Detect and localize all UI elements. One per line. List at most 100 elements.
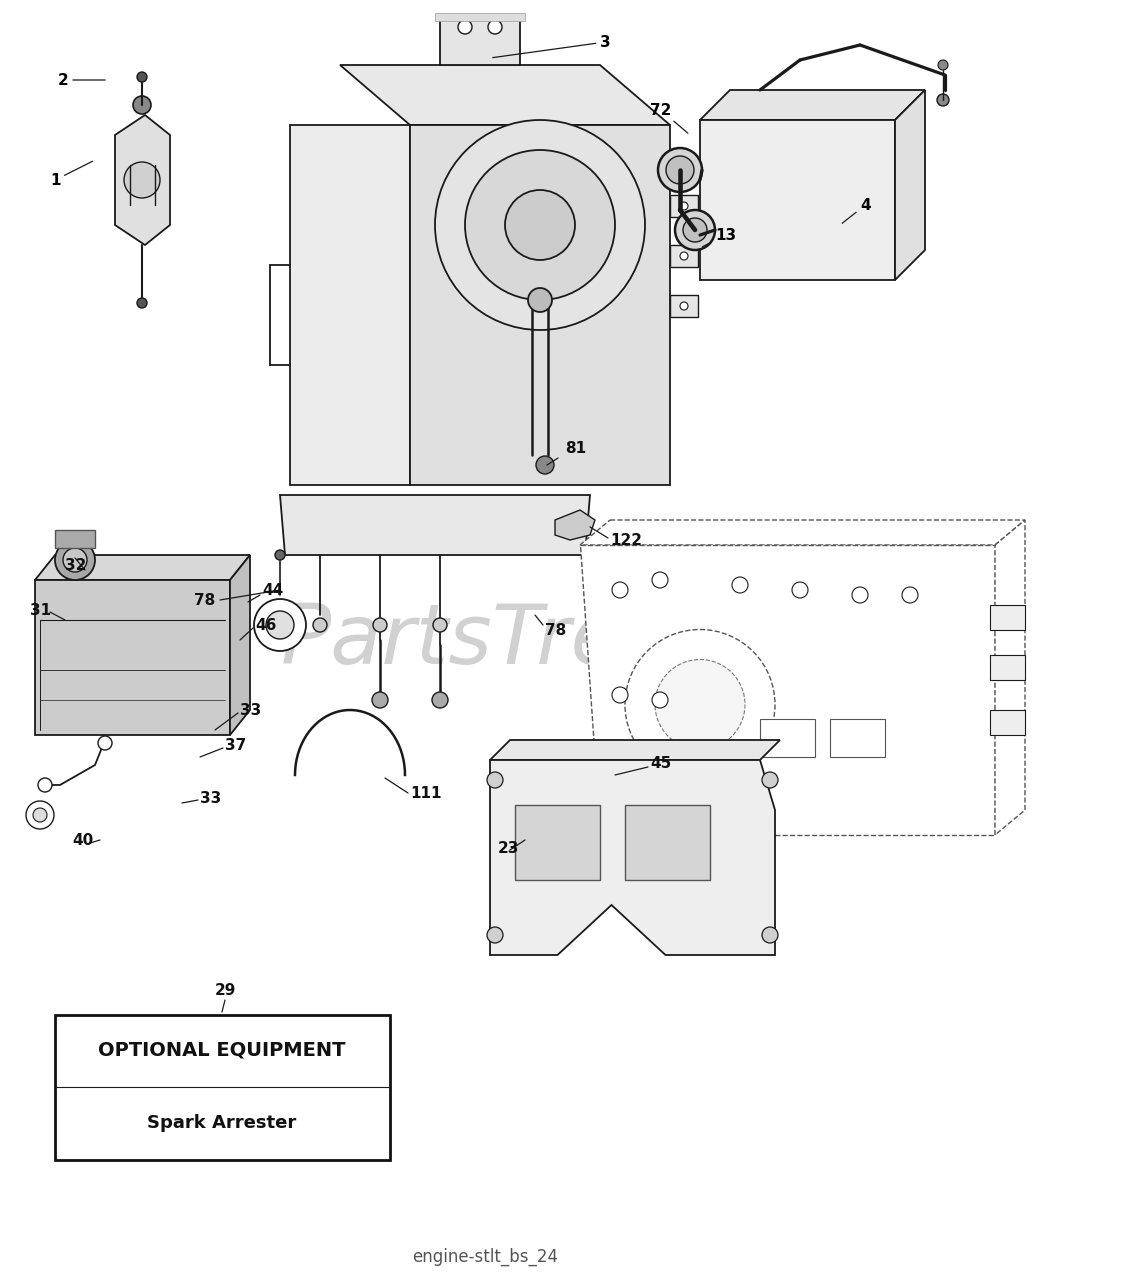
Polygon shape	[35, 556, 250, 580]
Bar	[670, 294, 698, 317]
Circle shape	[136, 72, 147, 82]
Circle shape	[432, 692, 448, 708]
Circle shape	[124, 163, 160, 198]
Text: 23: 23	[497, 841, 519, 855]
Text: 122: 122	[610, 532, 642, 548]
Text: 29: 29	[214, 983, 236, 997]
Circle shape	[763, 772, 778, 788]
Text: 45: 45	[650, 755, 671, 771]
Circle shape	[133, 96, 151, 114]
Text: 1: 1	[50, 161, 92, 187]
Bar	[440, 15, 520, 65]
Polygon shape	[280, 495, 590, 556]
Circle shape	[435, 120, 645, 330]
Circle shape	[465, 150, 615, 300]
Text: PartsTree™: PartsTree™	[281, 599, 757, 681]
Polygon shape	[995, 520, 1025, 835]
Polygon shape	[409, 125, 670, 485]
Polygon shape	[700, 90, 925, 120]
Bar	[515, 805, 600, 881]
Bar	[990, 710, 1025, 735]
Text: 111: 111	[409, 786, 441, 800]
Text: 32: 32	[65, 558, 87, 572]
Circle shape	[488, 20, 502, 35]
Circle shape	[680, 252, 688, 260]
Circle shape	[98, 736, 112, 750]
Circle shape	[373, 618, 387, 632]
Polygon shape	[490, 760, 775, 955]
Circle shape	[763, 927, 778, 943]
Circle shape	[372, 692, 388, 708]
Text: 37: 37	[224, 737, 246, 753]
Text: Spark Arrester: Spark Arrester	[148, 1114, 297, 1132]
Circle shape	[458, 20, 472, 35]
Circle shape	[625, 630, 775, 780]
Text: 4: 4	[843, 197, 871, 223]
Polygon shape	[115, 115, 170, 244]
Text: 33: 33	[200, 791, 221, 805]
Circle shape	[652, 572, 668, 588]
Circle shape	[266, 611, 294, 639]
Bar	[670, 244, 698, 268]
Circle shape	[652, 692, 668, 708]
Circle shape	[55, 540, 95, 580]
Circle shape	[38, 778, 52, 792]
Polygon shape	[895, 90, 925, 280]
Text: 3: 3	[493, 35, 610, 58]
Polygon shape	[580, 545, 995, 835]
Circle shape	[675, 210, 715, 250]
Bar	[990, 655, 1025, 680]
Text: 31: 31	[30, 603, 51, 617]
Circle shape	[528, 288, 552, 312]
Circle shape	[666, 156, 694, 184]
Circle shape	[312, 618, 327, 632]
Bar	[830, 719, 885, 756]
Circle shape	[937, 93, 949, 106]
Circle shape	[613, 687, 628, 703]
Circle shape	[655, 659, 744, 750]
Text: engine-stlt_bs_24: engine-stlt_bs_24	[412, 1248, 558, 1266]
Polygon shape	[230, 556, 250, 735]
Circle shape	[682, 218, 707, 242]
Polygon shape	[290, 125, 409, 485]
Bar	[435, 13, 525, 20]
Bar	[670, 195, 698, 218]
Text: 78: 78	[194, 593, 215, 608]
Circle shape	[63, 548, 87, 572]
Bar	[700, 120, 895, 280]
Polygon shape	[555, 509, 594, 540]
Text: 40: 40	[72, 832, 94, 847]
Circle shape	[680, 302, 688, 310]
Circle shape	[433, 618, 447, 632]
Circle shape	[792, 582, 808, 598]
Circle shape	[680, 202, 688, 210]
Text: 13: 13	[703, 228, 737, 247]
Circle shape	[26, 801, 54, 829]
Text: 81: 81	[565, 440, 587, 456]
Polygon shape	[490, 740, 779, 760]
Bar	[625, 805, 710, 881]
Bar	[55, 1015, 390, 1160]
Bar	[760, 719, 816, 756]
Circle shape	[852, 588, 869, 603]
Polygon shape	[580, 520, 1025, 545]
Polygon shape	[35, 580, 230, 735]
Circle shape	[254, 599, 306, 652]
Circle shape	[536, 456, 554, 474]
Circle shape	[732, 577, 748, 593]
Circle shape	[136, 298, 147, 308]
Circle shape	[902, 588, 918, 603]
Circle shape	[275, 550, 285, 561]
Text: 44: 44	[262, 582, 283, 598]
Circle shape	[658, 148, 702, 192]
Bar	[990, 605, 1025, 630]
Polygon shape	[340, 65, 670, 125]
Circle shape	[613, 582, 628, 598]
Text: 46: 46	[255, 617, 276, 632]
Circle shape	[487, 772, 503, 788]
Bar	[55, 530, 95, 548]
Text: 33: 33	[240, 703, 262, 718]
Circle shape	[938, 60, 948, 70]
Circle shape	[505, 189, 575, 260]
Text: 2: 2	[58, 73, 105, 87]
